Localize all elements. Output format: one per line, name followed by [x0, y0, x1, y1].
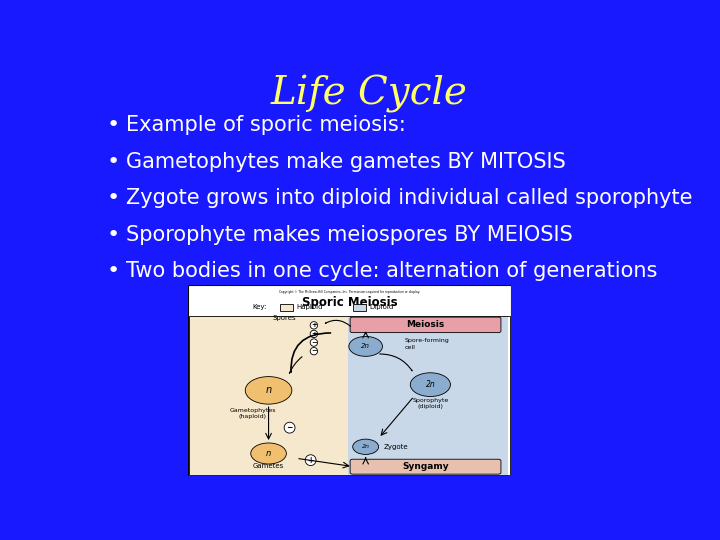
Text: •: •	[107, 152, 120, 172]
Text: Example of sporic meiosis:: Example of sporic meiosis:	[126, 115, 406, 135]
Text: •: •	[107, 225, 120, 245]
Text: Gametophytes make gametes BY MITOSIS: Gametophytes make gametes BY MITOSIS	[126, 152, 566, 172]
Text: •: •	[107, 115, 120, 135]
Text: Zygote grows into diploid individual called sporophyte: Zygote grows into diploid individual cal…	[126, 188, 693, 208]
Text: Two bodies in one cycle: alternation of generations: Two bodies in one cycle: alternation of …	[126, 261, 657, 281]
Text: Sporophyte makes meiospores BY MEIOSIS: Sporophyte makes meiospores BY MEIOSIS	[126, 225, 573, 245]
Text: Life Cycle: Life Cycle	[271, 75, 467, 113]
Text: •: •	[107, 261, 120, 281]
Text: •: •	[107, 188, 120, 208]
